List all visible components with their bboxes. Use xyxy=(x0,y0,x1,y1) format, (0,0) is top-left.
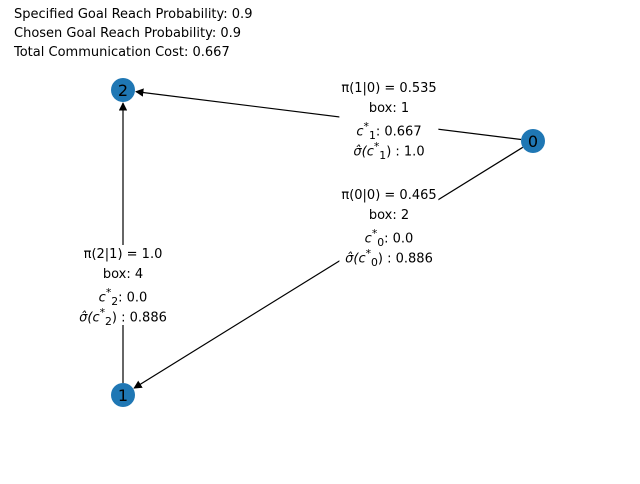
sigma-text: σ̂(c*1) : 1.0 xyxy=(353,140,425,162)
node-1: 1 xyxy=(111,383,135,407)
node-circle xyxy=(521,129,545,153)
edge-label-0-to-1: π(0|0) = 0.465 box: 2 c*0: 0.0 σ̂(c*0) :… xyxy=(339,186,439,269)
node-circle xyxy=(111,78,135,102)
cost-text: c*0: 0.0 xyxy=(364,227,414,249)
edge-0-to-1 xyxy=(133,146,524,389)
node-2: 2 xyxy=(111,78,135,102)
node-0: 0 xyxy=(521,129,545,153)
edge-label-1-to-2: π(2|1) = 1.0 box: 4 c*2: 0.0 σ̂(c*2) : 0… xyxy=(77,245,169,328)
policy-text: π(1|0) = 0.535 xyxy=(341,81,437,96)
edge-0-to-2 xyxy=(135,88,522,141)
node-label: 1 xyxy=(118,386,128,405)
policy-text: π(2|1) = 1.0 xyxy=(83,247,163,262)
box-text: box: 1 xyxy=(368,101,410,116)
chosen-probability-text: Chosen Goal Reach Probability: 0.9 xyxy=(14,26,242,41)
node-label: 0 xyxy=(528,132,538,151)
cost-text: c*2: 0.0 xyxy=(98,286,148,308)
sigma-text: σ̂(c*2) : 0.886 xyxy=(79,306,167,328)
box-text: box: 2 xyxy=(368,208,410,223)
edge-label-0-to-2: π(1|0) = 0.535 box: 1 c*1: 0.667 σ̂(c*1)… xyxy=(339,79,439,162)
cost-text: c*1: 0.667 xyxy=(356,120,422,142)
box-text: box: 4 xyxy=(102,267,144,282)
communication-cost-text: Total Communication Cost: 0.667 xyxy=(14,45,230,60)
node-label: 2 xyxy=(118,81,128,100)
sigma-text: σ̂(c*0) : 0.886 xyxy=(345,247,433,269)
specified-probability-text: Specified Goal Reach Probability: 0.9 xyxy=(14,7,253,22)
policy-text: π(0|0) = 0.465 xyxy=(341,188,437,203)
node-circle xyxy=(111,383,135,407)
